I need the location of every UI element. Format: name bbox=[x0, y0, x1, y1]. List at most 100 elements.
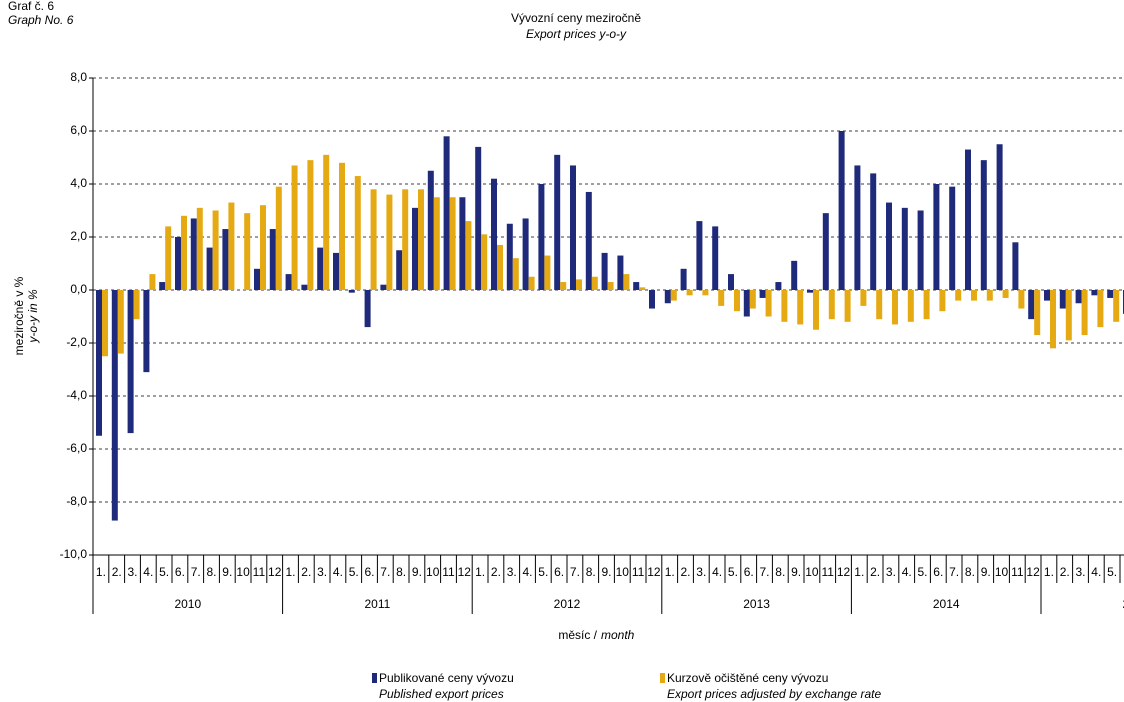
x-tick-label: 5. bbox=[917, 565, 927, 579]
x-tick-label: 5. bbox=[349, 565, 359, 579]
x-tick-label: 8. bbox=[775, 565, 785, 579]
bar bbox=[102, 290, 108, 357]
bar bbox=[212, 210, 219, 290]
x-tick-label: 6. bbox=[933, 565, 943, 579]
bar bbox=[907, 290, 914, 322]
chart-title: Vývozní ceny meziročně bbox=[511, 11, 641, 25]
bar bbox=[244, 213, 251, 290]
x-tick-label: 10 bbox=[805, 565, 819, 579]
x-tick-label: 7. bbox=[949, 565, 959, 579]
bar bbox=[838, 131, 845, 290]
bar bbox=[544, 255, 551, 290]
bar bbox=[791, 260, 798, 290]
bar bbox=[228, 202, 235, 290]
bar bbox=[1059, 290, 1066, 309]
legend-label: Kurzově očištěné ceny vývozu bbox=[667, 671, 828, 685]
bar bbox=[269, 229, 276, 290]
bar bbox=[759, 290, 766, 298]
bar bbox=[570, 165, 576, 290]
bar bbox=[807, 290, 813, 293]
bar bbox=[418, 189, 424, 290]
x-tick-label: 2. bbox=[1060, 565, 1070, 579]
year-label: 2012 bbox=[554, 597, 581, 611]
x-tick-label: 2. bbox=[491, 565, 501, 579]
x-tick-label: 6. bbox=[744, 565, 754, 579]
bar bbox=[427, 170, 434, 290]
year-label: 2015 bbox=[1122, 597, 1124, 611]
bar bbox=[254, 268, 260, 290]
y-tick-label: 4,0 bbox=[70, 176, 87, 190]
x-tick-label: 11 bbox=[253, 565, 266, 579]
x-axis-label: měsíc / bbox=[558, 628, 597, 642]
x-tick-label: 4. bbox=[902, 565, 912, 579]
x-tick-label: 9. bbox=[981, 565, 991, 579]
bar bbox=[412, 207, 418, 290]
bar bbox=[765, 290, 772, 317]
bar bbox=[1028, 290, 1035, 320]
bar bbox=[475, 146, 482, 290]
bar bbox=[323, 154, 330, 290]
bar bbox=[955, 290, 962, 301]
x-tick-label: 3. bbox=[317, 565, 327, 579]
x-tick-label: 3. bbox=[886, 565, 896, 579]
bar bbox=[206, 247, 213, 290]
bar bbox=[965, 149, 971, 290]
bar bbox=[923, 290, 930, 320]
x-tick-label: 10 bbox=[616, 565, 630, 579]
bar bbox=[1081, 290, 1088, 336]
bar bbox=[917, 210, 924, 290]
x-tick-label: 4. bbox=[143, 565, 153, 579]
bar bbox=[402, 189, 409, 290]
x-tick-label: 1. bbox=[96, 565, 106, 579]
bar bbox=[775, 282, 782, 290]
bar bbox=[354, 176, 361, 290]
bar bbox=[1050, 290, 1056, 349]
x-tick-label: 2. bbox=[680, 565, 690, 579]
y-tick-label: 6,0 bbox=[70, 123, 87, 137]
bar bbox=[459, 197, 466, 290]
x-tick-label: 12 bbox=[647, 565, 661, 579]
bar bbox=[870, 173, 877, 290]
bar bbox=[143, 290, 150, 373]
y-tick-label: 2,0 bbox=[70, 229, 87, 243]
x-tick-label: 10 bbox=[236, 565, 250, 579]
bar bbox=[607, 282, 614, 290]
x-tick-label: 8. bbox=[206, 565, 216, 579]
bar bbox=[538, 184, 545, 290]
bar bbox=[512, 258, 519, 290]
bar bbox=[743, 290, 750, 317]
bar bbox=[623, 274, 630, 290]
bar bbox=[333, 252, 339, 290]
bar bbox=[127, 290, 134, 434]
bar bbox=[497, 244, 503, 290]
bar bbox=[196, 207, 203, 290]
bar bbox=[702, 290, 709, 296]
graph-label-en: Graph No. 6 bbox=[8, 13, 74, 27]
bar bbox=[670, 290, 677, 301]
bar bbox=[876, 290, 883, 320]
legend-swatch bbox=[372, 673, 377, 683]
x-tick-label: 4. bbox=[712, 565, 722, 579]
bar bbox=[813, 290, 819, 330]
year-label: 2010 bbox=[174, 597, 201, 611]
bar bbox=[560, 282, 567, 290]
bar bbox=[275, 186, 282, 290]
bar bbox=[317, 247, 324, 290]
bar bbox=[844, 290, 851, 322]
bar bbox=[712, 226, 719, 290]
y-tick-label: 0,0 bbox=[70, 282, 87, 296]
bar bbox=[364, 290, 371, 328]
x-tick-label: 1. bbox=[854, 565, 864, 579]
bar bbox=[522, 218, 529, 290]
y-tick-label: -2,0 bbox=[66, 335, 87, 349]
bar bbox=[828, 290, 835, 320]
bar bbox=[664, 290, 671, 304]
x-tick-label: 2. bbox=[870, 565, 880, 579]
bar bbox=[649, 290, 655, 309]
y-tick-label: 8,0 bbox=[70, 70, 87, 84]
x-tick-label: 12 bbox=[268, 565, 282, 579]
x-tick-label: 12 bbox=[837, 565, 851, 579]
bar bbox=[901, 207, 908, 290]
bar bbox=[433, 197, 440, 290]
bar bbox=[1091, 290, 1098, 296]
